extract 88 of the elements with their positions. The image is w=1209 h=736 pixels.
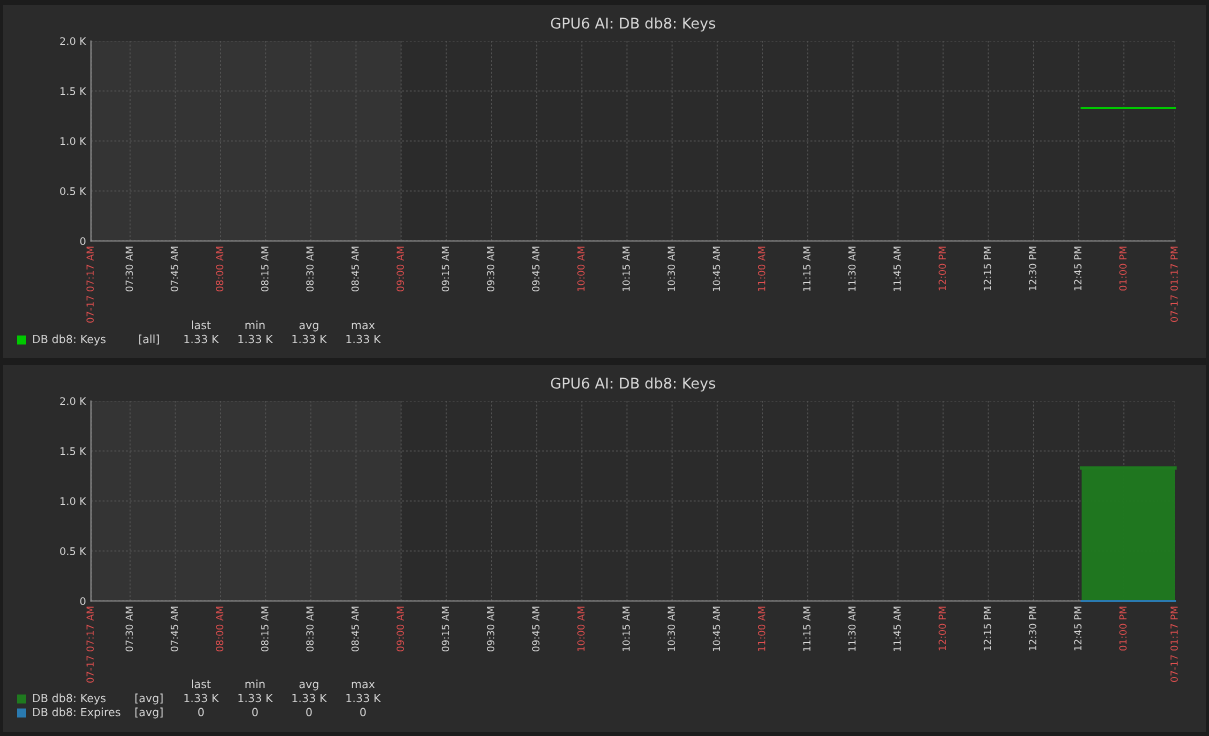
x-tick-label: 09:30 AM	[486, 606, 495, 652]
y-tick-label: 0.5 K	[60, 187, 87, 196]
text: avg	[299, 322, 319, 332]
x-tick-label: 12:15 PM	[983, 606, 992, 651]
text: [avg]	[135, 707, 163, 719]
x-tick-label: 08:15 AM	[261, 246, 269, 292]
x-tick-label: 11:30 AM	[848, 246, 856, 291]
text: 1.33 K	[184, 693, 220, 703]
x-tick-label: 07-17 01:17 PM	[1170, 246, 1178, 322]
text: min	[245, 679, 265, 689]
x-tick-label: 07-17 07:17 AM	[86, 246, 94, 323]
text: 1.33 K	[238, 334, 274, 344]
x-tick-label: 08:00 AM	[215, 606, 224, 652]
text: 0	[360, 707, 366, 717]
y-tick-label: 0	[80, 597, 86, 606]
text: 0	[252, 707, 258, 717]
x-tick-label: 09:00 AM	[396, 606, 404, 652]
text: 0	[306, 707, 312, 717]
y-tick-label: 0	[80, 237, 86, 246]
x-tick-label: 11:45 AM	[893, 246, 901, 291]
x-tick-label: 11:15 AM	[803, 606, 811, 651]
x-tick-label: 08:30 AM	[306, 246, 314, 292]
x-tick-label: 11:15 AM	[803, 246, 811, 291]
x-tick-label: 10:15 AM	[622, 246, 630, 291]
text: max	[351, 681, 375, 689]
text: 1.33 K	[346, 693, 382, 703]
x-tick-label: 10:30 AM	[667, 246, 675, 291]
x-tick-label: 07:45 AM	[170, 246, 179, 292]
x-tick-label: 07:30 AM	[125, 246, 133, 292]
legend-label: DB db8: Keys	[33, 334, 106, 346]
x-tick-label: 08:15 AM	[261, 606, 269, 652]
legend-label: DB db8: Expires	[33, 707, 121, 719]
x-tick-label: 09:45 AM	[532, 246, 540, 292]
x-tick-label: 10:45 AM	[712, 246, 721, 291]
text: 0	[198, 707, 204, 717]
chart-title: GPU6 AI: DB db8: Keys	[550, 377, 716, 392]
x-tick-label: 12:15 PM	[983, 246, 992, 291]
x-tick-label: 11:45 AM	[893, 606, 901, 651]
y-tick-label: 1.5 K	[60, 87, 87, 96]
y-tick-label: 1.5 K	[60, 447, 87, 456]
y-tick-label: 0.5 K	[60, 547, 87, 556]
text: 1.33 K	[184, 334, 220, 344]
text: min	[245, 320, 265, 330]
x-tick-label: 12:00 PM	[938, 606, 946, 651]
y-tick-label: 2.0 K	[60, 37, 87, 46]
x-tick-label: 08:00 AM	[215, 246, 224, 292]
x-tick-label: 08:30 AM	[306, 606, 314, 652]
x-tick-label: 12:45 PM	[1074, 606, 1082, 651]
x-tick-label: 07:45 AM	[170, 606, 179, 652]
text: avg	[299, 681, 319, 691]
text: 1.33 K	[238, 693, 274, 703]
x-tick-label: 08:45 AM	[351, 246, 359, 292]
x-tick-label: 10:00 AM	[577, 606, 585, 651]
x-tick-label: 07-17 01:17 PM	[1170, 606, 1178, 682]
x-tick-label: 09:15 AM	[441, 246, 450, 292]
x-tick-label: 09:15 AM	[441, 606, 450, 652]
x-tick-label: 12:30 PM	[1028, 606, 1037, 651]
text: 1.33 K	[292, 334, 328, 344]
y-tick-label: 2.0 K	[60, 397, 87, 406]
x-tick-label: 09:30 AM	[486, 246, 495, 292]
x-tick-label: 10:00 AM	[577, 246, 585, 291]
text: last	[192, 320, 211, 330]
x-tick-label: 10:45 AM	[712, 606, 721, 651]
x-tick-label: 12:30 PM	[1028, 246, 1037, 291]
text: max	[351, 322, 375, 330]
x-tick-label: 12:45 PM	[1074, 246, 1082, 291]
y-tick-label: 1.0 K	[60, 497, 87, 506]
x-tick-label: 01:00 PM	[1119, 246, 1127, 291]
x-tick-label: 12:00 PM	[938, 246, 946, 291]
x-tick-label: 09:45 AM	[532, 606, 540, 652]
x-tick-label: 07-17 07:17 AM	[86, 606, 94, 683]
text: last	[192, 679, 211, 689]
text: [all]	[139, 334, 159, 345]
chart-title: GPU6 AI: DB db8: Keys	[550, 17, 716, 32]
x-tick-label: 01:00 PM	[1119, 606, 1127, 651]
y-tick-label: 1.0 K	[60, 137, 87, 146]
x-tick-label: 11:00 AM	[757, 606, 766, 651]
x-tick-label: 08:45 AM	[351, 606, 359, 652]
x-tick-label: 10:15 AM	[622, 606, 630, 651]
x-tick-label: 10:30 AM	[667, 606, 675, 651]
legend-label: DB db8: Keys	[33, 693, 106, 705]
x-tick-label: 09:00 AM	[396, 246, 404, 292]
x-tick-label: 11:00 AM	[757, 246, 766, 291]
text: 1.33 K	[346, 334, 382, 344]
x-tick-label: 07:30 AM	[125, 606, 133, 652]
text: [avg]	[135, 693, 163, 705]
text: 1.33 K	[292, 693, 328, 703]
x-tick-label: 11:30 AM	[848, 606, 856, 651]
